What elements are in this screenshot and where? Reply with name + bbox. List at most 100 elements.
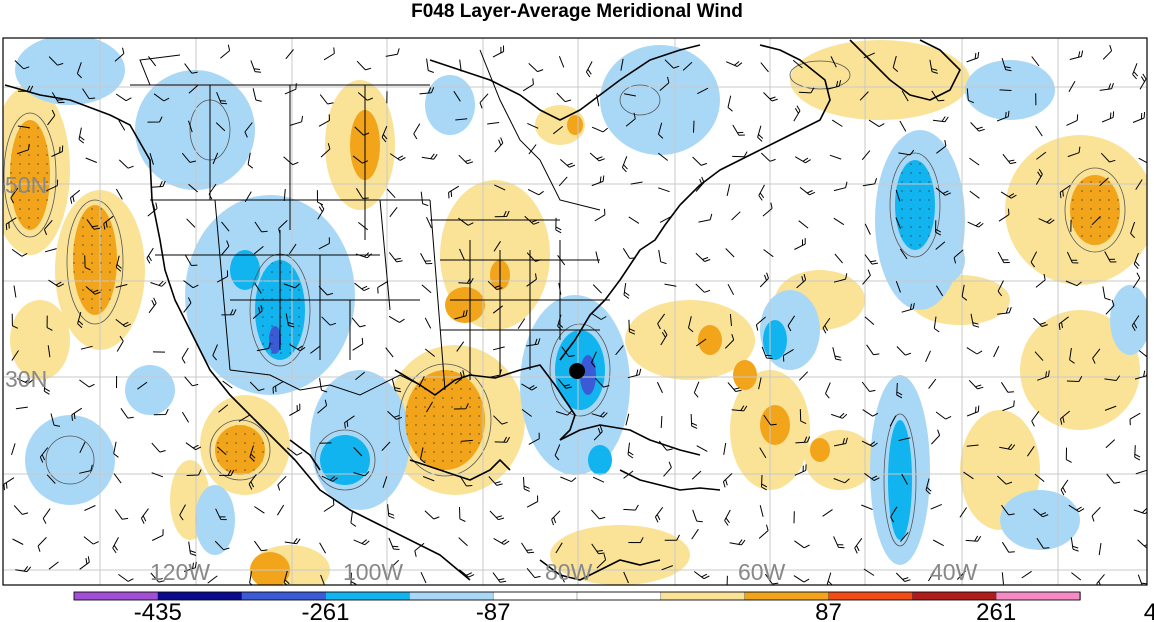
wind-barb [458, 537, 468, 547]
wind-barb [592, 284, 602, 294]
wind-barb [834, 437, 848, 447]
wind-barb [488, 476, 503, 486]
wind-barb [831, 412, 848, 419]
wind-barb [283, 283, 300, 289]
wind-barb [861, 504, 873, 510]
wind-barb [15, 566, 32, 573]
wind-barb [492, 305, 504, 314]
wind-barb [864, 223, 871, 235]
wind-barb [993, 345, 1000, 358]
wind-barb [1132, 111, 1146, 123]
wind-barb [997, 251, 1010, 264]
wind-barb [895, 572, 911, 582]
wind-barb [862, 269, 871, 285]
wind-barb [15, 406, 28, 410]
wind-barb [459, 506, 466, 522]
wind-barb [1105, 299, 1115, 315]
wind-barb [620, 58, 624, 71]
wind-barb [798, 87, 815, 94]
wind-barb [212, 152, 219, 165]
wind-barb [968, 379, 984, 390]
wind-barb [900, 532, 909, 542]
wind-barb [935, 285, 944, 297]
wind-barb [207, 575, 218, 584]
wind-barb [925, 478, 932, 495]
wind-barb [252, 88, 262, 102]
wind-barb [247, 152, 254, 169]
wind-barb [559, 571, 565, 583]
wind-barb [13, 285, 17, 298]
wind-barb [181, 152, 197, 163]
wind-barb [551, 510, 561, 526]
wind-barb [591, 543, 605, 555]
wind-barb [929, 59, 938, 74]
wind-barb [11, 350, 19, 361]
wind-barb [42, 508, 51, 524]
wind-barb [181, 347, 189, 364]
wind-barb [151, 442, 166, 453]
wind-barb [1067, 146, 1081, 158]
wind-barb [970, 122, 985, 132]
wind-barb [319, 542, 327, 554]
wind-barb [664, 283, 677, 287]
wind-barb [799, 409, 807, 425]
wind-barb [759, 505, 764, 517]
wind-barb [1133, 252, 1140, 270]
wind-barb [459, 475, 473, 487]
lon-label-80w: 80W [545, 559, 593, 585]
wind-barb [831, 119, 843, 127]
wind-barb [252, 304, 263, 319]
wind-barb [420, 447, 426, 464]
wind-barb [413, 123, 421, 140]
wind-barb [115, 93, 132, 102]
wind-barb [86, 219, 100, 230]
wind-barb [1137, 574, 1147, 585]
wind-barb [927, 570, 936, 582]
wind-barb [623, 571, 629, 584]
wind-barb [866, 344, 880, 356]
wind-barb [695, 252, 711, 262]
wind-barb [11, 248, 28, 257]
wind-barb [1130, 221, 1136, 239]
wind-barb [1060, 410, 1071, 425]
wind-barb [493, 415, 508, 425]
wind-barb [288, 243, 297, 255]
wind-barb [526, 567, 541, 579]
wind-barb [732, 151, 748, 158]
wind-barb [426, 216, 432, 229]
wind-barb [421, 153, 438, 160]
wind-barb [959, 507, 968, 518]
wind-barb [283, 156, 299, 166]
wind-barb [625, 413, 630, 426]
wind-barb [37, 537, 47, 552]
wind-barb [560, 476, 577, 483]
wind-barb [494, 210, 510, 218]
wind-barb [966, 347, 983, 355]
wind-barb [188, 183, 199, 193]
wind-barb [1002, 153, 1017, 165]
wind-barb [422, 476, 435, 482]
wind-barb [250, 60, 262, 73]
wind-barb [997, 280, 1004, 297]
wind-barb [524, 215, 540, 225]
wind-barb [761, 346, 773, 359]
wind-barb [625, 112, 636, 127]
wind-barb [1099, 177, 1109, 187]
wind-barb [1035, 273, 1046, 288]
wind-barb [726, 61, 743, 67]
wind-barb [355, 371, 366, 381]
wind-barb [794, 238, 806, 250]
wind-barb [956, 570, 967, 580]
wind-barb [794, 540, 810, 549]
wind-barb [591, 509, 606, 520]
wind-barb [627, 442, 634, 459]
wind-barb [118, 159, 134, 169]
wind-barb [1102, 286, 1111, 301]
wind-barb [792, 59, 803, 69]
wind-barb [355, 252, 372, 259]
wind-barb [1102, 44, 1113, 60]
wind-barb [3, 477, 15, 491]
wind-barb [854, 538, 863, 554]
wind-barb [758, 377, 762, 390]
wind-barb [731, 211, 741, 221]
